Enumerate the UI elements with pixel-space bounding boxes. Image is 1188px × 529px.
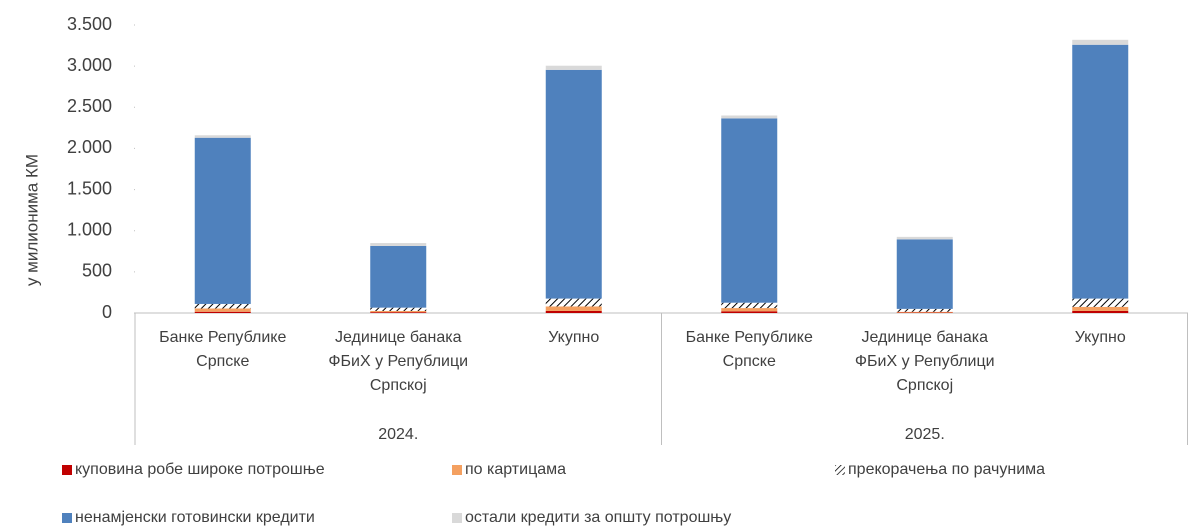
legend-label: по картицама bbox=[465, 461, 567, 478]
x-tick-label: Укупно bbox=[1074, 329, 1126, 346]
bar-segment bbox=[545, 69, 602, 299]
bar-segment bbox=[1072, 306, 1129, 311]
bar-segment bbox=[370, 310, 427, 313]
bar-segment bbox=[194, 135, 251, 138]
legend-color bbox=[452, 513, 462, 523]
bar-segment bbox=[721, 302, 778, 309]
x-tick-label: Банке Републике Српске bbox=[159, 329, 287, 370]
y-tick-label: 0 bbox=[102, 302, 112, 322]
legend-swatch bbox=[452, 513, 462, 523]
x-tick-label: Јединице банака ФБиХ у Републици Српској bbox=[328, 329, 469, 394]
bar-segment bbox=[370, 307, 427, 311]
y-tick-label: 2.000 bbox=[67, 137, 112, 157]
legend-item: остали кредити за општу потрошњу bbox=[452, 509, 731, 527]
bar-segment bbox=[1072, 310, 1129, 313]
x-tick-label: Јединице банака ФБиХ у Републици Српској bbox=[854, 329, 995, 394]
bar-segment bbox=[721, 115, 778, 119]
legend-item: прекорачења по рачунима bbox=[835, 461, 1045, 479]
bar-segment bbox=[721, 311, 778, 313]
bar-segment bbox=[370, 243, 427, 246]
y-tick-label: 3.000 bbox=[67, 55, 112, 75]
y-axis-label: у милионима КМ bbox=[22, 154, 41, 286]
legend-item: куповина робе широке потрошње bbox=[62, 461, 325, 479]
y-tick-label: 500 bbox=[82, 261, 112, 281]
bar-segment bbox=[1072, 298, 1129, 307]
bar-segment bbox=[1072, 39, 1129, 45]
bar-segment bbox=[721, 118, 778, 303]
bar-segment bbox=[194, 137, 251, 304]
bar-segment bbox=[194, 303, 251, 309]
x-tick-label: Укупно bbox=[548, 329, 600, 346]
legend-label: ненамјенски готовински кредити bbox=[75, 509, 315, 526]
bar-segment bbox=[545, 310, 602, 313]
bar-segment bbox=[545, 65, 602, 70]
legend-item: ненамјенски готовински кредити bbox=[62, 509, 315, 527]
y-tick-label: 2.500 bbox=[67, 96, 112, 116]
legend-label: куповина робе широке потрошње bbox=[75, 461, 325, 478]
bar-segment bbox=[896, 308, 953, 312]
legend-color bbox=[62, 465, 72, 475]
legend-swatch bbox=[62, 465, 72, 475]
bar-segment bbox=[896, 239, 953, 309]
bar-segment bbox=[545, 298, 602, 307]
bar-segment bbox=[896, 311, 953, 313]
legend-color bbox=[62, 513, 72, 523]
group-label: 2024. bbox=[378, 426, 419, 443]
y-tick-label: 1.500 bbox=[67, 178, 112, 198]
legend-swatch bbox=[62, 513, 72, 523]
bar-segment bbox=[370, 245, 427, 308]
bar-segment bbox=[545, 306, 602, 311]
bar-segment bbox=[1072, 44, 1129, 299]
legend-label: остали кредити за општу потрошњу bbox=[465, 509, 732, 526]
legend-label: прекорачења по рачунима bbox=[848, 461, 1046, 478]
y-tick-label: 1.000 bbox=[67, 219, 112, 239]
bar-segment bbox=[721, 308, 778, 312]
y-tick-label: 3.500 bbox=[67, 14, 112, 34]
group-label: 2025. bbox=[904, 426, 945, 443]
bar-segment bbox=[194, 308, 251, 312]
legend-swatch bbox=[835, 465, 845, 475]
legend-color bbox=[452, 465, 462, 475]
bar-segment bbox=[370, 312, 427, 313]
legend-color bbox=[835, 465, 845, 475]
x-tick-label: Банке Републике Српске bbox=[685, 329, 813, 370]
bar-segment bbox=[896, 236, 953, 240]
legend-item: по картицама bbox=[452, 461, 566, 479]
bar-segment bbox=[194, 311, 251, 313]
legend-swatch bbox=[452, 465, 462, 475]
